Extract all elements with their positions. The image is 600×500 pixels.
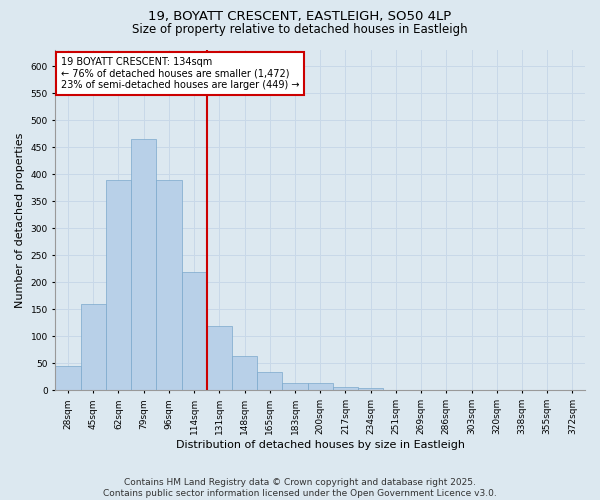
Bar [333,386,358,390]
Text: Size of property relative to detached houses in Eastleigh: Size of property relative to detached ho… [132,22,468,36]
Text: 19 BOYATT CRESCENT: 134sqm
← 76% of detached houses are smaller (1,472)
23% of s: 19 BOYATT CRESCENT: 134sqm ← 76% of deta… [61,57,299,90]
X-axis label: Distribution of detached houses by size in Eastleigh: Distribution of detached houses by size … [176,440,465,450]
Bar [106,180,131,390]
Bar [80,304,106,390]
Y-axis label: Number of detached properties: Number of detached properties [15,132,25,308]
Bar [182,272,207,390]
Bar [232,356,257,390]
Text: 19, BOYATT CRESCENT, EASTLEIGH, SO50 4LP: 19, BOYATT CRESCENT, EASTLEIGH, SO50 4LP [148,10,452,23]
Bar [308,384,333,390]
Bar [257,372,283,390]
Bar [207,326,232,390]
Bar [283,384,308,390]
Bar [55,366,80,390]
Bar [157,180,182,390]
Bar [131,139,157,390]
Text: Contains HM Land Registry data © Crown copyright and database right 2025.
Contai: Contains HM Land Registry data © Crown c… [103,478,497,498]
Bar [358,388,383,390]
